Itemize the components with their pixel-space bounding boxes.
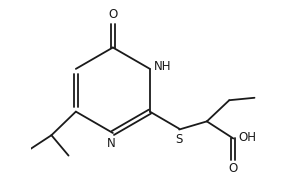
- Text: O: O: [229, 163, 238, 176]
- Text: N: N: [107, 137, 116, 150]
- Text: O: O: [108, 8, 118, 21]
- Text: S: S: [176, 133, 183, 146]
- Text: NH: NH: [154, 60, 171, 73]
- Text: OH: OH: [239, 131, 257, 144]
